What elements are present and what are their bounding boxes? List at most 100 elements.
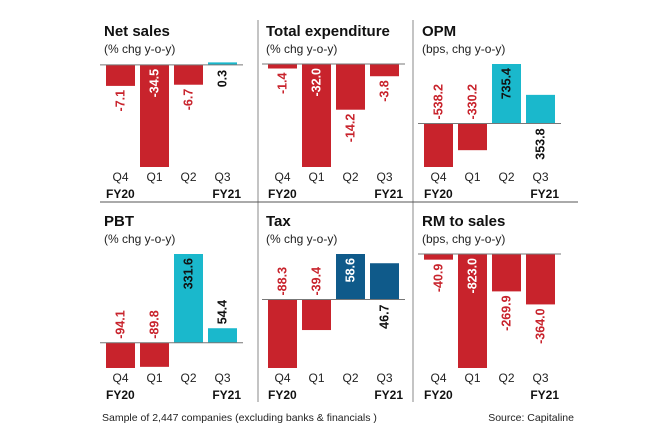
value-label: -6.7 bbox=[182, 89, 196, 111]
chart-panel-pbt: PBT (% chg y-o-y) -94.1 Q4 -89.8 Q1 331.6 Q2 54.… bbox=[100, 213, 243, 402]
bar-q3 bbox=[370, 263, 399, 300]
value-label: -88.3 bbox=[276, 267, 290, 296]
chart-title: Tax bbox=[266, 213, 291, 230]
group-label-fy21: FY21 bbox=[212, 187, 241, 201]
group-label-fy20: FY20 bbox=[106, 388, 135, 402]
group-label-fy21: FY21 bbox=[530, 187, 559, 201]
chart-subtitle: (% chg y-o-y) bbox=[104, 42, 175, 56]
tick-label: Q1 bbox=[308, 170, 324, 184]
value-label: -364.0 bbox=[534, 308, 548, 343]
bar-q1 bbox=[140, 342, 169, 367]
chart-subtitle: (% chg y-o-y) bbox=[266, 232, 337, 246]
value-label: -94.1 bbox=[114, 310, 128, 339]
chart-subtitle: (% chg y-o-y) bbox=[104, 232, 175, 246]
bar-q2 bbox=[492, 254, 521, 292]
bar-q3 bbox=[208, 328, 237, 343]
value-label: 54.4 bbox=[216, 300, 230, 324]
bar-q1 bbox=[140, 64, 169, 167]
value-label: -32.0 bbox=[310, 68, 324, 97]
tick-label: Q4 bbox=[274, 371, 290, 385]
tick-label: Q4 bbox=[112, 170, 128, 184]
value-label: 331.6 bbox=[182, 258, 196, 289]
value-label: -3.8 bbox=[378, 80, 392, 102]
group-label-fy20: FY20 bbox=[424, 187, 453, 201]
value-label: 58.6 bbox=[344, 258, 358, 282]
group-label-fy21: FY21 bbox=[374, 388, 403, 402]
tick-label: Q2 bbox=[180, 170, 196, 184]
chart-title: Net sales bbox=[104, 23, 170, 40]
group-label-fy20: FY20 bbox=[106, 187, 135, 201]
bar-q2 bbox=[492, 64, 521, 124]
bar-q1 bbox=[302, 299, 331, 331]
tick-label: Q2 bbox=[342, 170, 358, 184]
tick-label: Q1 bbox=[464, 371, 480, 385]
footer-note: Sample of 2,447 companies (excluding ban… bbox=[102, 412, 377, 424]
value-label: -538.2 bbox=[432, 84, 446, 119]
group-label-fy21: FY21 bbox=[530, 388, 559, 402]
tick-label: Q3 bbox=[376, 371, 392, 385]
footer-source: Source: Capitaline bbox=[488, 412, 574, 424]
value-label: -39.4 bbox=[310, 267, 324, 296]
chart-title: Total expenditure bbox=[266, 23, 390, 40]
bar-q2 bbox=[336, 64, 365, 110]
tick-label: Q1 bbox=[146, 170, 162, 184]
group-label-fy21: FY21 bbox=[374, 187, 403, 201]
bar-q4 bbox=[268, 64, 297, 69]
chart-subtitle: (bps, chg y-o-y) bbox=[422, 42, 505, 56]
tick-label: Q1 bbox=[464, 170, 480, 184]
value-label: -40.9 bbox=[432, 264, 446, 293]
value-label: -330.2 bbox=[466, 84, 480, 119]
tick-label: Q2 bbox=[498, 371, 514, 385]
tick-label: Q2 bbox=[498, 170, 514, 184]
tick-label: Q3 bbox=[376, 170, 392, 184]
chart-title: OPM bbox=[422, 23, 456, 40]
bar-q3 bbox=[208, 62, 237, 65]
bar-q2 bbox=[174, 64, 203, 85]
chart-panel-opm: OPM (bps, chg y-o-y) -538.2 Q4 -330.2 Q1 735.4… bbox=[418, 23, 561, 201]
bar-q2 bbox=[174, 254, 203, 343]
value-label: -14.2 bbox=[344, 114, 358, 143]
chart-subtitle: (bps, chg y-o-y) bbox=[422, 232, 505, 246]
bar-q1 bbox=[302, 64, 331, 167]
value-label: 46.7 bbox=[378, 304, 392, 328]
tick-label: Q1 bbox=[308, 371, 324, 385]
value-label: 353.8 bbox=[534, 128, 548, 159]
group-label-fy20: FY20 bbox=[424, 388, 453, 402]
tick-label: Q4 bbox=[430, 371, 446, 385]
group-label-fy20: FY20 bbox=[268, 187, 297, 201]
bar-q3 bbox=[526, 254, 555, 305]
chart-subtitle: (% chg y-o-y) bbox=[266, 42, 337, 56]
bar-q4 bbox=[268, 299, 297, 368]
bar-q4 bbox=[424, 254, 453, 260]
tick-label: Q4 bbox=[274, 170, 290, 184]
bar-q1 bbox=[458, 254, 487, 368]
bar-q4 bbox=[106, 64, 135, 86]
value-label: -7.1 bbox=[114, 90, 128, 112]
chart-panel-rm-to-sales: RM to sales (bps, chg y-o-y) -40.9 Q4 -823.0… bbox=[418, 213, 561, 402]
tick-label: Q4 bbox=[112, 371, 128, 385]
chart-title: PBT bbox=[104, 213, 134, 230]
tick-label: Q3 bbox=[214, 170, 230, 184]
bar-q3 bbox=[526, 94, 555, 124]
tick-label: Q1 bbox=[146, 371, 162, 385]
bar-q2 bbox=[336, 254, 365, 300]
chart-panel-tax: Tax (% chg y-o-y) -88.3 Q4 -39.4 Q1 58.6 Q2 46.7… bbox=[262, 213, 405, 402]
bar-q4 bbox=[106, 342, 135, 368]
value-label: -1.4 bbox=[276, 72, 290, 94]
tick-label: Q3 bbox=[532, 170, 548, 184]
value-label: -823.0 bbox=[466, 258, 480, 293]
value-label: -269.9 bbox=[500, 295, 514, 330]
chart-panel-net-sales: Net sales (% chg y-o-y) -7.1 Q4 -34.5 Q1 -6.7 Q… bbox=[100, 23, 243, 201]
tick-label: Q2 bbox=[342, 371, 358, 385]
bar-q1 bbox=[458, 123, 487, 151]
chart-title: RM to sales bbox=[422, 213, 505, 230]
bar-q3 bbox=[370, 64, 399, 77]
value-label: -89.8 bbox=[148, 310, 162, 339]
value-label: -34.5 bbox=[148, 69, 162, 98]
tick-label: Q3 bbox=[214, 371, 230, 385]
tick-label: Q4 bbox=[430, 170, 446, 184]
chart-panel-total-expenditure: Total expenditure (% chg y-o-y) -1.4 Q4 -32.… bbox=[262, 23, 405, 201]
bar-q4 bbox=[424, 123, 453, 167]
value-label: 0.3 bbox=[216, 70, 230, 87]
